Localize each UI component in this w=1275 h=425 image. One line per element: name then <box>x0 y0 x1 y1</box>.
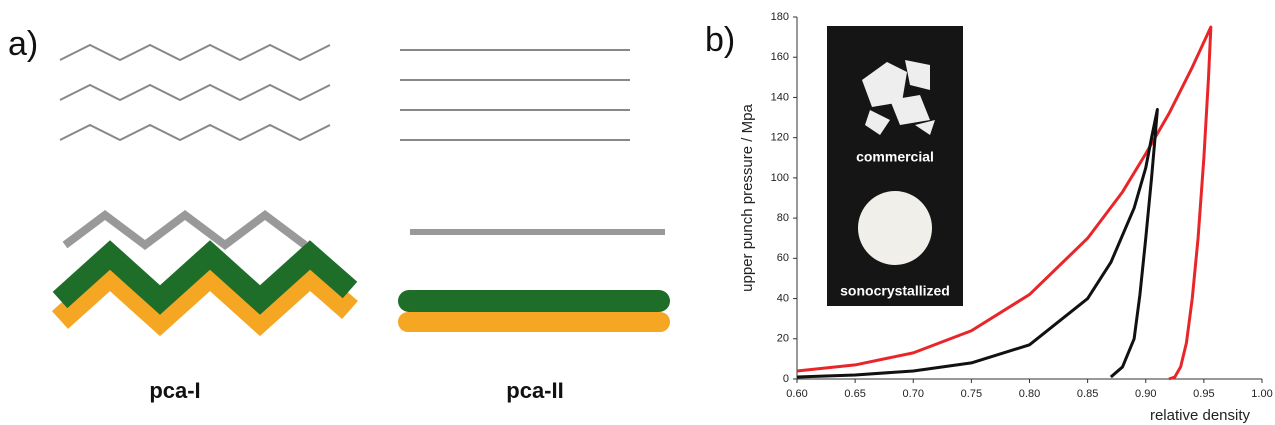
y-tick-label: 20 <box>777 333 789 345</box>
x-tick-label: 0.75 <box>961 388 982 400</box>
plot-area: 0 20 40 60 80 100 120 140 160 180 0.60 0.65 0.70 0.75… <box>771 11 1273 400</box>
y-axis-label: upper punch pressure / Mpa <box>739 104 756 292</box>
x-tick-label: 0.85 <box>1077 388 1098 400</box>
y-tick-label: 160 <box>771 51 789 63</box>
caption: pca-I <box>149 378 200 403</box>
x-tick-label: 0.95 <box>1193 388 1214 400</box>
crystal-packing-image <box>51 43 670 337</box>
y-tick-label: 0 <box>783 373 789 385</box>
y-tick-label: 80 <box>777 212 789 224</box>
y-tick-label: 100 <box>771 172 789 184</box>
x-tick-label: 0.90 <box>1135 388 1156 400</box>
inset-label: commercial <box>856 149 934 165</box>
x-tick-label: 0.60 <box>786 388 807 400</box>
x-tick-label: 0.70 <box>903 388 924 400</box>
data-line <box>796 108 1159 379</box>
x-tick-label: 0.80 <box>1019 388 1040 400</box>
y-tick-label: 40 <box>777 292 789 304</box>
x-tick-label: 0.65 <box>844 388 865 400</box>
panel-label: b) <box>705 21 735 59</box>
data-line <box>796 25 1213 381</box>
y-tick-label: 140 <box>771 91 789 103</box>
y-tick-label: 120 <box>771 132 789 144</box>
inset-label: sonocrystallized <box>840 283 950 299</box>
x-axis-label: relative density <box>1150 407 1251 424</box>
y-tick-label: 60 <box>777 252 789 264</box>
inset-photo: commercial sonocrystallized <box>827 26 963 306</box>
y-tick-label: 180 <box>771 11 789 23</box>
x-tick-label: 1.00 <box>1251 388 1272 400</box>
caption: pca-II <box>506 378 563 403</box>
panel-label: a) <box>8 25 38 63</box>
